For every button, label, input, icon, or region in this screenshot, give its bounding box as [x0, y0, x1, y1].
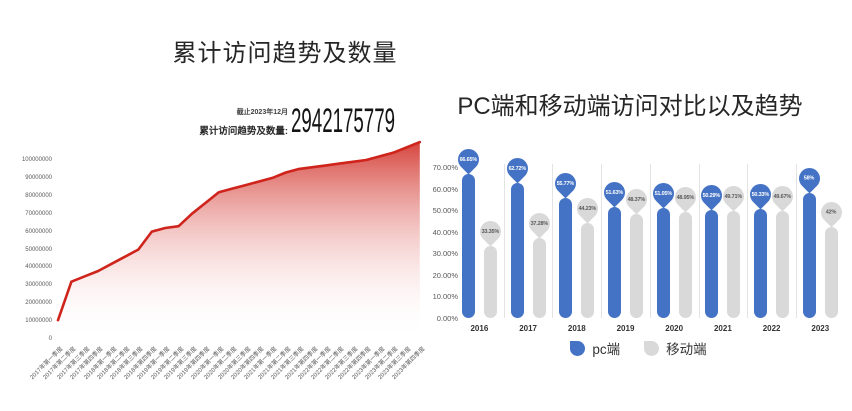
left-y-tick-label: 100000000: [21, 157, 52, 163]
right-y-tick-label: 0.00%: [436, 314, 458, 323]
balloon-percentage-label: 37.28%: [530, 220, 548, 227]
right-y-tick-label: 10.00%: [432, 292, 458, 302]
mobile-value-balloon: 42%: [816, 198, 847, 228]
right-y-tick-label: 60.00%: [432, 184, 458, 194]
group-separator-line: [747, 164, 749, 318]
right-y-tick-label: 70.00%: [432, 163, 458, 172]
mobile-value-balloon: 37.28%: [524, 208, 554, 238]
balloon-percentage-label: 44.23%: [579, 205, 597, 212]
left-y-tick-label: 70000000: [25, 210, 52, 217]
pc-value-balloon: 51.05%: [648, 178, 679, 209]
pc-legend-label: pc端: [592, 342, 621, 357]
mobile-value-balloon: 44.23%: [572, 193, 603, 223]
mobile-legend-label: 移动端: [666, 342, 707, 357]
chart-legend: pc端 移动端: [425, 338, 852, 358]
balloon-percentage-label: 50.33%: [751, 191, 770, 198]
mobile-bar: [532, 237, 546, 318]
mobile-drop-icon: [644, 340, 660, 356]
year-axis-label: 2017: [519, 324, 537, 333]
group-separator-line: [601, 164, 603, 318]
mobile-bar: [630, 213, 643, 318]
pc-bar: [656, 207, 670, 318]
stat-total-visits-value: 2942175779: [291, 102, 396, 140]
balloon-percentage-label: 49.67%: [773, 193, 792, 200]
mobile-bar: [824, 227, 838, 318]
mobile-bar: [678, 212, 692, 318]
balloon-percentage-label: 48.95%: [676, 194, 694, 201]
group-separator-line: [795, 164, 797, 318]
left-y-tick-label: 80000000: [25, 192, 52, 199]
group-separator-line: [649, 164, 651, 318]
left-y-tick-label: 30000000: [25, 282, 52, 289]
right-y-tick-label: 40.00%: [432, 227, 458, 237]
area-fill: [58, 142, 420, 339]
pc-bar: [754, 209, 768, 318]
balloon-percentage-label: 51.63%: [605, 189, 624, 196]
balloon-percentage-label: 51.05%: [654, 190, 672, 197]
area-chart-canvas: [56, 140, 422, 339]
area-line: [56, 140, 422, 322]
year-axis-label: 2018: [567, 324, 586, 333]
legend-item-pc: pc端: [570, 338, 620, 358]
pc-bar: [510, 182, 524, 318]
pc-value-balloon: 55.77%: [550, 168, 581, 199]
left-chart-title: 累计访问趋势及数量: [172, 40, 398, 67]
pc-drop-icon: [570, 340, 586, 356]
mobile-value-balloon: 33.35%: [475, 216, 506, 247]
balloon-percentage-label: 49.71%: [725, 193, 743, 200]
left-y-tick-label: 60000000: [25, 228, 52, 235]
legend-item-mobile: 移动端: [644, 338, 707, 358]
pc-bar: [802, 192, 816, 318]
pc-value-balloon: 51.63%: [599, 177, 630, 207]
mobile-bar: [727, 210, 741, 318]
pc-value-balloon: 58%: [794, 163, 825, 194]
pc-bar: [705, 209, 719, 318]
balloon-percentage-label: 42%: [826, 209, 837, 216]
group-separator-line: [503, 164, 505, 318]
right-y-tick-label: 30.00%: [432, 249, 458, 259]
balloon-percentage-label: 33.35%: [481, 228, 500, 235]
left-y-tick-label: 40000000: [25, 264, 52, 271]
cumulative-area-chart: 0 10000000 20000000 30000000 40000000 5000000…: [0, 140, 432, 405]
left-y-tick-label: 10000000: [25, 318, 52, 325]
group-separator-line: [552, 164, 554, 318]
balloon-percentage-label: 66.65%: [459, 156, 478, 163]
year-axis-label: 2016: [470, 324, 489, 333]
left-y-tick-label: 50000000: [25, 246, 52, 253]
mobile-bar: [483, 246, 497, 318]
balloon-percentage-label: 55.77%: [557, 180, 575, 187]
left-y-tick-label: 20000000: [25, 300, 52, 307]
mobile-bar: [776, 210, 790, 318]
left-y-tick-label: 90000000: [25, 174, 52, 181]
year-axis-label: 2019: [616, 324, 635, 333]
year-axis-label: 2023: [811, 324, 830, 333]
balloon-percentage-label: 48.37%: [627, 196, 646, 203]
balloon-percentage-label: 62.72%: [508, 165, 526, 172]
stat-label: 累计访问趋势及数量:: [199, 126, 288, 137]
balloon-percentage-label: 50.29%: [703, 192, 721, 198]
pc-bar: [608, 206, 621, 318]
right-y-tick-label: 20.00%: [432, 270, 458, 280]
balloon-percentage-label: 58%: [804, 175, 815, 182]
year-axis-label: 2022: [762, 324, 781, 333]
right-chart-title: PC端和移动端访问对比以及趋势: [457, 93, 803, 120]
pc-mobile-comparison-chart: 0.00% 10.00% 20.00% 30.00% 40.00% 50.00% 60.00…: [425, 144, 852, 338]
pc-value-balloon: 62.72%: [502, 153, 532, 184]
mobile-bar: [581, 222, 595, 318]
mobile-value-balloon: 49.67%: [767, 181, 798, 212]
group-separator-line: [698, 164, 700, 318]
stat-asof-date: 截止2023年12月: [236, 109, 288, 116]
right-y-tick-label: 50.00%: [432, 206, 458, 216]
mobile-value-balloon: 49.71%: [719, 181, 749, 212]
mobile-value-balloon: 48.95%: [670, 183, 700, 213]
year-axis-label: 2020: [665, 324, 684, 333]
mobile-value-balloon: 48.37%: [621, 184, 652, 215]
left-y-tick-label: 0: [48, 336, 52, 342]
pc-bar: [559, 197, 573, 318]
pc-bar: [461, 174, 475, 318]
year-axis-label: 2021: [713, 324, 732, 333]
